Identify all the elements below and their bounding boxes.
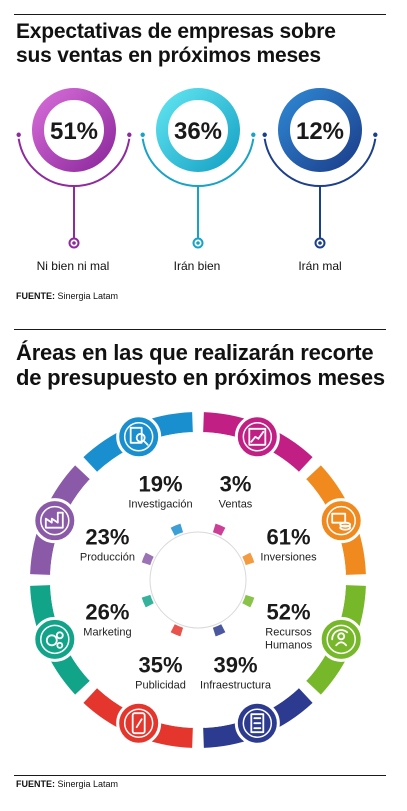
segment-area: Infraestructura <box>200 680 272 692</box>
segment-percent: 61% <box>267 524 311 549</box>
segment-panel <box>50 480 154 578</box>
segment-hub-tick <box>242 594 255 608</box>
segment-hub-tick <box>170 523 184 536</box>
chart-growth-icon <box>234 414 280 460</box>
segment-panel <box>242 480 346 578</box>
expectations-chart: 51% 36% 12% <box>16 88 378 249</box>
segment-area-line-1: Recursos <box>265 627 312 639</box>
segment-panel <box>242 582 346 680</box>
segment-panel <box>50 582 154 680</box>
segment-percent: 3% <box>220 471 252 496</box>
phone-icon <box>116 700 162 746</box>
money-coins-icon <box>318 498 364 544</box>
segment-percent: 52% <box>267 600 311 625</box>
wheel-segment: 35% Publicidad <box>83 624 196 748</box>
gauge-percent: 12% <box>296 118 344 145</box>
page-title: Expectativas de empresas sobre sus venta… <box>16 20 396 68</box>
gauge-dot-center <box>318 241 322 245</box>
segment-area: Producción <box>80 551 135 563</box>
budget-cuts-wheel: 3% Ventas 61% Inversiones 52% RecursosHumanos… <box>30 412 366 748</box>
arc-end-dot <box>16 132 21 137</box>
bottom-divider <box>14 775 386 776</box>
gauge-ring <box>278 88 362 172</box>
arc-end-dot <box>373 132 378 137</box>
gauge-ring <box>156 88 240 172</box>
segment-area: Publicidad <box>135 680 186 692</box>
segment-hub-tick <box>170 624 184 637</box>
arc-end-dot <box>127 132 132 137</box>
segment-area: Marketing <box>83 627 131 639</box>
segment-panel <box>200 432 298 536</box>
expectation-gauge: 12% <box>262 88 378 249</box>
gauge-center <box>290 100 350 160</box>
search-document-icon <box>116 414 162 460</box>
segment-panel <box>98 432 196 536</box>
segment-percent: 23% <box>85 524 129 549</box>
wheel-hub <box>149 531 247 629</box>
title-line-2: sus ventas en próximos meses <box>16 44 321 67</box>
gauge-percent: 36% <box>174 118 222 145</box>
arc-end-dot <box>140 132 145 137</box>
arc-end-dot <box>251 132 256 137</box>
people-cycle-icon <box>318 616 364 662</box>
source-label-2: FUENTE: <box>16 779 55 789</box>
source-note-1: FUENTE: Sinergia Latam <box>16 291 118 301</box>
gauge-percent: 51% <box>50 118 98 145</box>
segment-percent: 19% <box>138 471 182 496</box>
wheel-segment: 61% Inversiones <box>242 465 366 578</box>
expectation-label-2: Irán bien <box>173 259 221 273</box>
wheel-segment: 39% Infraestructura <box>200 624 313 748</box>
segment-percent: 26% <box>85 600 129 625</box>
source-text-2: Sinergia Latam <box>57 779 119 789</box>
gauge-dot-center <box>72 241 76 245</box>
segment-hub-tick <box>212 624 226 637</box>
expectation-gauge: 36% <box>140 88 256 249</box>
source-label: FUENTE: <box>16 291 55 301</box>
wheel-segment: 19% Investigación <box>83 412 196 536</box>
section-title: Áreas en las que realizarán recorte de p… <box>16 340 396 390</box>
gears-icon <box>32 616 78 662</box>
segment-panel <box>200 624 298 728</box>
gauge-ring <box>32 88 116 172</box>
building-icon <box>234 700 280 746</box>
segment-area-line-2: Humanos <box>265 640 313 652</box>
title-line-1: Expectativas de empresas sobre <box>16 20 336 43</box>
section-title-line-1: Áreas en las que realizarán recorte <box>16 340 374 365</box>
segment-area: Inversiones <box>260 551 317 563</box>
segment-percent: 35% <box>138 653 182 678</box>
gauge-center <box>168 100 228 160</box>
expectation-label-3: Irán mal <box>298 259 342 273</box>
segment-area: Ventas <box>219 498 253 510</box>
source-note-2: FUENTE: Sinergia Latam <box>16 779 118 789</box>
segment-hub-tick <box>141 552 154 566</box>
source-text: Sinergia Latam <box>57 291 119 301</box>
segment-area: Investigación <box>128 498 192 510</box>
expectation-gauge: 51% <box>16 88 132 249</box>
gauge-center <box>44 100 104 160</box>
top-divider <box>14 14 386 15</box>
segment-percent: 39% <box>213 653 257 678</box>
segment-hub-tick <box>212 523 226 536</box>
segment-panel <box>98 624 196 728</box>
expectation-label-1: Ni bien ni mal <box>36 259 110 273</box>
wheel-segment: 23% Producción <box>30 465 154 578</box>
segment-hub-tick <box>141 594 154 608</box>
factory-icon <box>32 498 78 544</box>
section-divider <box>14 329 386 330</box>
segment-hub-tick <box>242 552 255 566</box>
wheel-segment: 26% Marketing <box>30 582 154 695</box>
wheel-segment: 3% Ventas <box>200 412 313 536</box>
arc-end-dot <box>262 132 267 137</box>
section-title-line-2: de presupuesto en próximos meses <box>16 365 385 390</box>
gauge-dot-center <box>196 241 200 245</box>
